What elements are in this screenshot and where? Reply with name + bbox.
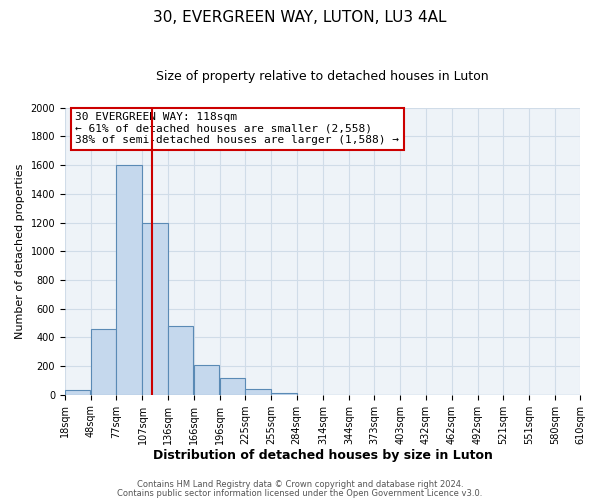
Bar	[168, 326, 193, 394]
Bar	[194, 364, 219, 394]
Bar	[220, 378, 245, 394]
Bar	[142, 222, 168, 394]
Text: 30 EVERGREEN WAY: 118sqm
← 61% of detached houses are smaller (2,558)
38% of sem: 30 EVERGREEN WAY: 118sqm ← 61% of detach…	[75, 112, 399, 146]
Title: Size of property relative to detached houses in Luton: Size of property relative to detached ho…	[156, 70, 489, 83]
Bar	[116, 165, 142, 394]
Bar	[91, 328, 116, 394]
Text: 30, EVERGREEN WAY, LUTON, LU3 4AL: 30, EVERGREEN WAY, LUTON, LU3 4AL	[153, 10, 447, 25]
Text: Contains public sector information licensed under the Open Government Licence v3: Contains public sector information licen…	[118, 488, 482, 498]
Bar	[245, 389, 271, 394]
Y-axis label: Number of detached properties: Number of detached properties	[15, 164, 25, 339]
Text: Contains HM Land Registry data © Crown copyright and database right 2024.: Contains HM Land Registry data © Crown c…	[137, 480, 463, 489]
X-axis label: Distribution of detached houses by size in Luton: Distribution of detached houses by size …	[152, 450, 493, 462]
Bar	[271, 392, 297, 394]
Bar	[65, 390, 90, 394]
